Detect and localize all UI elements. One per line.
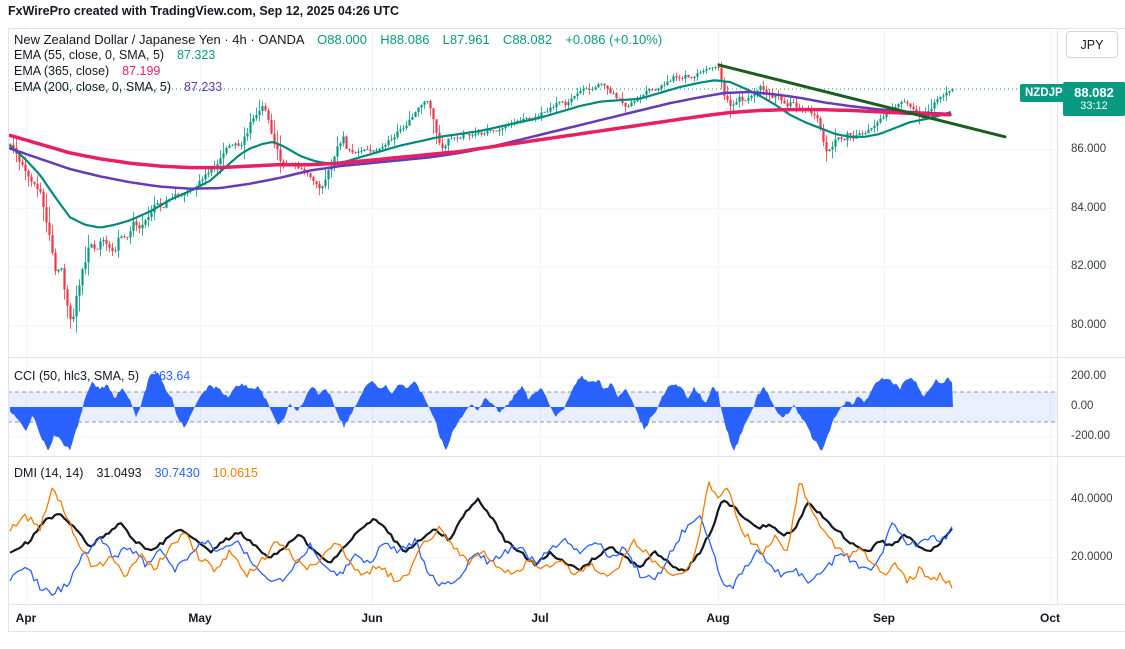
overlay-ema-365 (8, 107, 952, 170)
ohlc-open-value: 88.000 (327, 32, 368, 47)
ohlc-low-label: L (442, 32, 450, 47)
time-axis-month-jul: Jul (531, 611, 549, 625)
dmi-plus-di-value: 30.7430 (154, 466, 200, 480)
axis-tick-label: 82.000 (1071, 260, 1107, 273)
price-axis[interactable]: JPY 86.000 84.000 82.000 80.000 200.00 0.00 -2… (1058, 28, 1125, 604)
axis-tick-label: 40.0000 (1071, 493, 1113, 505)
time-axis-month-may: May (188, 611, 212, 625)
symbol-title: New Zealand Dollar / Japanese Yen (14, 32, 221, 47)
cci-value: 163.64 (152, 369, 191, 383)
candles-down-bodies (9, 67, 924, 320)
separator-dot: · (250, 32, 255, 47)
ohlc-close-value: 88.082 (512, 32, 553, 47)
dmi-label: DMI (14, 14) (14, 466, 84, 480)
pane-separator-cci-dmi[interactable] (8, 456, 1125, 457)
dmi-pane (9, 481, 953, 596)
dmi-legend-row[interactable]: DMI (14, 14) 31.0493 30.7430 10.0615 (14, 466, 258, 480)
cci-legend-row[interactable]: CCI (50, hlc3, SMA, 5) 163.64 (14, 369, 190, 383)
ohlc-high-label: H (380, 32, 390, 47)
watermark-text: FxWirePro created with TradingView.com, … (8, 4, 400, 18)
ema200-label: EMA (200, close, 0, SMA, 5) (14, 80, 172, 94)
dmi-minus-di-value: 10.0615 (212, 466, 258, 480)
axis-tick-label: -200.00 (1071, 429, 1111, 442)
axis-tick-label: 20.0000 (1071, 551, 1113, 563)
ohlc-close-label: C (502, 32, 513, 47)
dmi-adx-value: 31.0493 (96, 466, 142, 480)
time-axis-month-sep: Sep (872, 611, 896, 625)
frame-border-top (8, 28, 1125, 29)
time-axis-month-aug: Aug (706, 611, 730, 625)
time-axis-month-oct: Oct (1039, 611, 1061, 625)
currency-jpy-button[interactable]: JPY (1066, 31, 1118, 58)
axis-tick-label: 200.00 (1071, 370, 1107, 383)
symbol-legend-row[interactable]: New Zealand Dollar / Japanese Yen · 4h ·… (14, 32, 662, 47)
symbol-interval: 4h (232, 32, 247, 47)
ema365-legend-row[interactable]: EMA (365, close) 87.199 (14, 64, 160, 78)
candles-up-wicks (58, 65, 953, 333)
last-price-box: 88.082 33:12 (1063, 82, 1125, 116)
ema365-value: 87.199 (122, 64, 161, 78)
cci-label: CCI (50, hlc3, SMA, 5) (14, 369, 140, 383)
time-axis[interactable]: Apr May Jun Jul Aug Sep Oct (8, 604, 1125, 631)
price-pane (8, 61, 1057, 333)
axis-tick-label: 0.00 (1071, 400, 1094, 412)
gridlines (8, 28, 1057, 604)
candles-up-bodies (57, 67, 954, 320)
time-axis-month-jun: Jun (361, 611, 383, 625)
ohlc-high-value: 88.086 (389, 32, 430, 47)
last-price-symbol-flag: NZDJPY (1020, 84, 1076, 102)
dmi-line-ADX (9, 497, 953, 573)
bar-countdown: 33:12 (1080, 100, 1108, 113)
axis-tick-label: 80.000 (1071, 318, 1107, 331)
separator-dot: · (224, 32, 229, 47)
axis-tick-label: 84.000 (1071, 201, 1107, 214)
overlay-ema-55 (8, 79, 952, 229)
dmi-line-plusDI (9, 515, 953, 596)
ema200-value: 87.233 (183, 80, 223, 94)
ema365-label: EMA (365, close) (14, 64, 110, 78)
cci-pane (8, 372, 1057, 451)
axis-tick-label: 86.000 (1071, 143, 1107, 155)
time-axis-month-apr: Apr (15, 611, 37, 625)
last-price-value: 88.082 (1074, 84, 1114, 100)
ohlc-change-value: +0.086 (+0.10%) (565, 32, 663, 47)
frame-border-left (8, 28, 9, 632)
symbol-exchange: OANDA (258, 32, 304, 47)
pane-separator-price-cci[interactable] (8, 357, 1125, 358)
candles-down-wicks (10, 61, 923, 329)
cci-area (10, 372, 953, 451)
ohlc-low-value: 87.961 (449, 32, 490, 47)
ohlc-open-label: O (317, 32, 328, 47)
frame-border-bottom (8, 631, 1125, 632)
ema55-label: EMA (55, close, 0, SMA, 5) (14, 48, 165, 62)
pane-separator-dmi-timeaxis (8, 604, 1125, 605)
ema55-value: 87.323 (177, 48, 216, 62)
dmi-line-minusDI (9, 481, 953, 589)
descending-trendline (717, 63, 1007, 139)
price-axis-separator (1057, 28, 1058, 604)
overlay-ema-200 (8, 90, 952, 190)
ema55-legend-row[interactable]: EMA (55, close, 0, SMA, 5) 87.323 (14, 48, 215, 62)
ema200-legend-row[interactable]: EMA (200, close, 0, SMA, 5) 87.233 (14, 80, 222, 94)
